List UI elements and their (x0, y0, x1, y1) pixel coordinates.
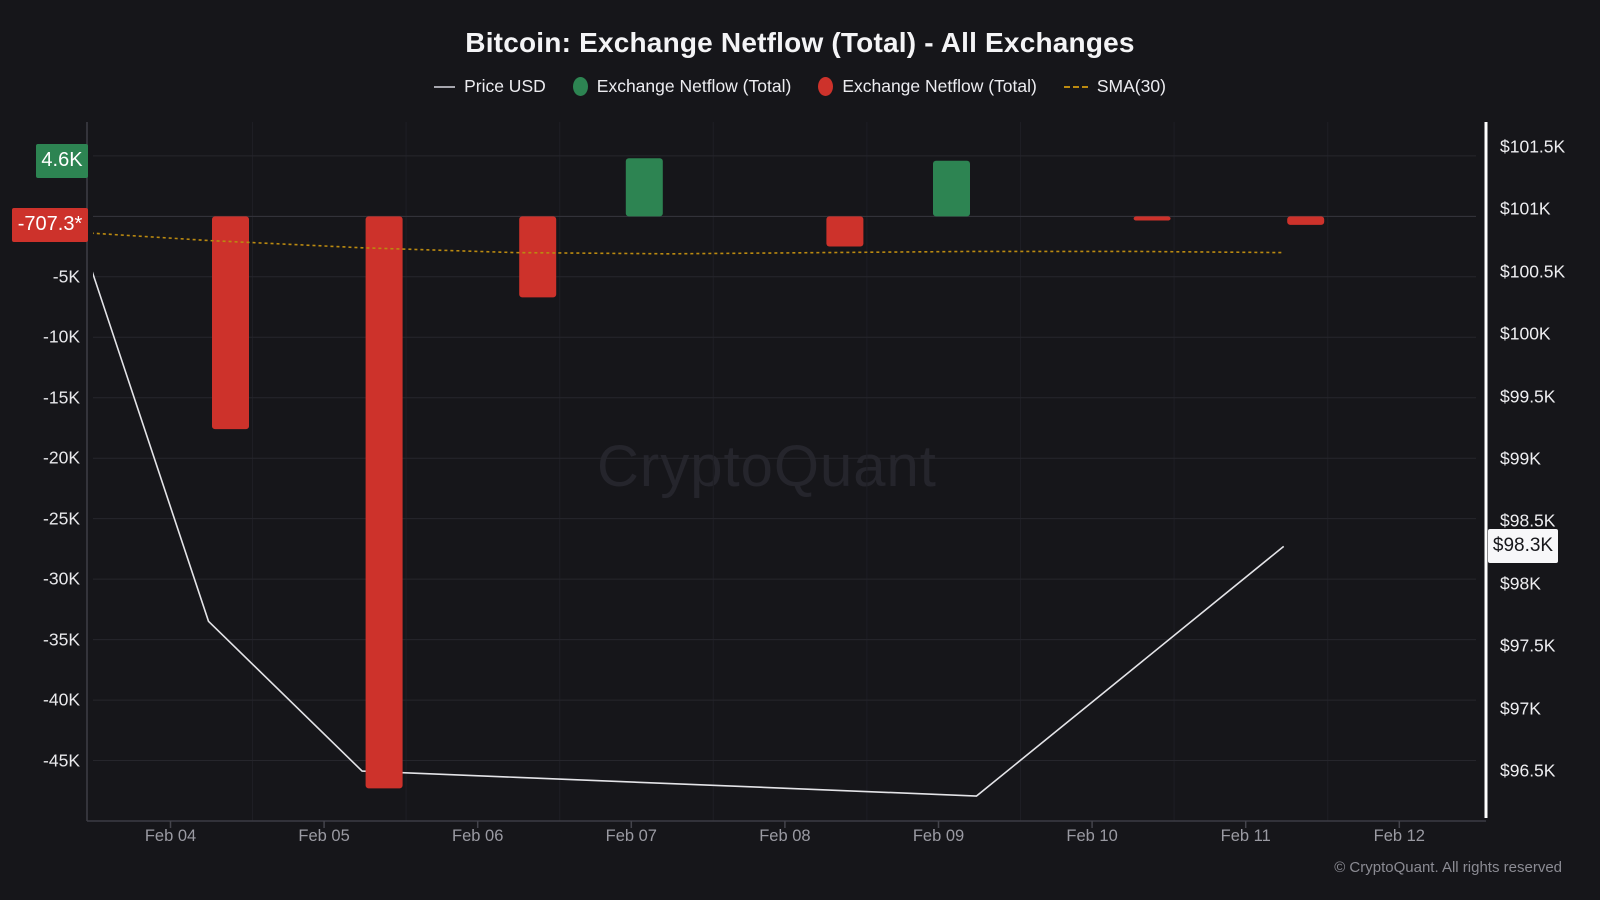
left-axis-tick: -35K (43, 629, 80, 650)
x-axis-tick: Feb 11 (1220, 827, 1271, 845)
right-axis-tick: $98K (1500, 573, 1541, 594)
right-axis-tick: $98.5K (1500, 510, 1556, 531)
netflow-bar-feb-09 (933, 160, 970, 217)
legend-item-3[interactable]: SMA(30) (1063, 76, 1166, 97)
legend: Price USD Exchange Netflow (Total) Exchang… (0, 76, 1600, 97)
netflow-bar-feb-04 (212, 216, 249, 430)
x-axis-tick: Feb 05 (298, 827, 350, 845)
sma-line (93, 232, 1284, 255)
x-axis-tick: Feb 08 (759, 827, 811, 845)
legend-ellipse-icon (818, 77, 834, 96)
right-axis-tick: $96.5K (1500, 760, 1556, 781)
legend-label: Price USD (464, 76, 546, 96)
watermark: CryptoQuant (597, 434, 937, 499)
left-axis-tick: -45K (43, 750, 80, 771)
right-axis-tick: $100K (1500, 323, 1551, 344)
right-axis-tick: $99K (1500, 448, 1541, 469)
price-line (93, 271, 1285, 797)
legend-ellipse-icon (572, 77, 588, 96)
left-axis-tick: -25K (43, 508, 80, 529)
netflow-bar-feb-11 (1287, 216, 1325, 225)
x-axis-tick: Feb 06 (452, 827, 504, 845)
x-axis-tick: Feb 12 (1373, 827, 1425, 845)
chart-title: Bitcoin: Exchange Netflow (Total) - All … (465, 27, 1135, 58)
left-axis-tick: -10K (43, 326, 80, 347)
left-axis-tick: -20K (43, 447, 80, 468)
latest-price-badge: $98.3K (1488, 529, 1558, 564)
right-axis-tick: $97.5K (1500, 635, 1556, 656)
left-axis-tick: -30K (43, 568, 80, 589)
legend-label: SMA(30) (1096, 76, 1166, 96)
right-axis-line (1484, 122, 1488, 818)
left-axis-tick: -15K (43, 387, 80, 408)
netflow-bar-feb-08 (826, 216, 864, 247)
legend-item-0[interactable]: Price USD (434, 76, 546, 97)
netflow-bar-feb-05 (365, 216, 403, 789)
latest-netflow-badge: -707.3* (12, 207, 88, 242)
legend-item-1[interactable]: Exchange Netflow (Total) (572, 76, 792, 97)
x-axis-tick: Feb 09 (912, 827, 965, 845)
right-axis-tick: $97K (1500, 698, 1541, 719)
legend-label: Exchange Netflow (Total) (842, 76, 1037, 96)
copyright: © CryptoQuant. All rights reserved (1334, 859, 1562, 876)
right-axis-tick: $101.5K (1500, 136, 1566, 157)
left-axis-tick: -40K (43, 689, 80, 710)
right-axis-tick: $100.5K (1500, 261, 1566, 282)
x-axis-tick: Feb 07 (605, 827, 657, 845)
netflow-bar-feb-07 (625, 158, 663, 217)
right-axis-tick: $99.5K (1500, 386, 1556, 407)
legend-label: Exchange Netflow (Total) (596, 76, 792, 96)
right-axis-tick: $101K (1500, 198, 1551, 219)
netflow-bar-feb-10 (1133, 216, 1171, 221)
legend-line-icon (434, 85, 456, 88)
legend-item-2[interactable]: Exchange Netflow (Total) (818, 76, 1037, 97)
latest-inflow-badge: 4.6K (36, 143, 88, 178)
left-axis-tick: -5K (52, 266, 80, 287)
legend-line-icon (1063, 85, 1088, 88)
x-axis-tick: Feb 10 (1066, 827, 1118, 845)
netflow-bar-feb-06 (519, 216, 557, 298)
x-axis-tick: Feb 04 (144, 827, 197, 845)
